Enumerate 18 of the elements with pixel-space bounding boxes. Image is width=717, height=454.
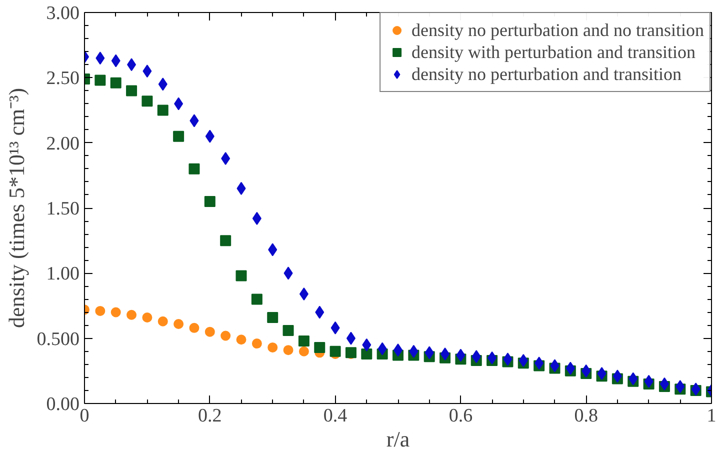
y-tick-label: 2.50 [46,68,80,90]
y-tick-label: 3.00 [46,3,80,24]
x-axis-title: r/a [386,426,410,452]
x-tick-label: 0 [80,406,90,426]
x-tick-label: 0.2 [198,406,222,426]
y-tick-label: 1.00 [46,264,80,285]
x-tick-label: 0.4 [323,406,348,426]
y-tick-label: 1.50 [46,198,80,220]
legend-label: density no perturbation and transition [412,63,682,85]
x-tick-label: 0.8 [574,406,598,426]
x-tick-label: 1 [706,406,716,426]
y-tick-label: 2.00 [46,133,80,154]
y-axis-title: density (times 5*10¹³ cm⁻³) [4,88,29,328]
legend-label: density no perturbation and no transition [412,19,704,41]
x-tick-label: 0.6 [448,406,473,426]
y-tick-label: 0.500 [36,328,80,350]
y-tick-label: 0.00 [46,394,80,415]
legend-label: density with perturbation and transition [412,41,696,63]
